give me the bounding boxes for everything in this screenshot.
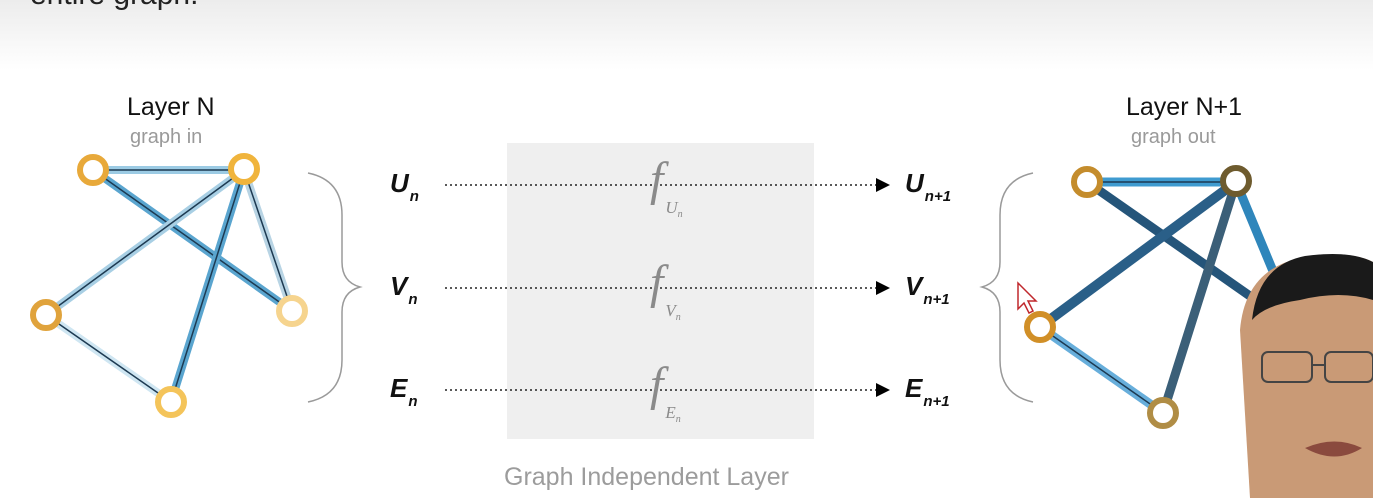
- left-edge-core: [243, 169, 293, 312]
- right-node: [1147, 397, 1179, 429]
- right-edge: [1158, 177, 1241, 418]
- left-edge-core: [92, 169, 293, 312]
- arrow-u-head: [876, 178, 890, 192]
- left-edge-core: [45, 169, 245, 316]
- arrow-v-head: [876, 281, 890, 295]
- right-edge: [1082, 177, 1275, 315]
- output-v-symbol: V: [905, 271, 923, 301]
- input-e: En: [390, 373, 418, 410]
- left-node: [77, 154, 109, 186]
- right-edge-core: [1039, 326, 1164, 414]
- left-node: [276, 295, 308, 327]
- function-v: fVn: [650, 255, 681, 323]
- arrow-e-head: [876, 383, 890, 397]
- layer-n-subtitle: graph in: [130, 126, 203, 148]
- presenter-webcam: [1240, 254, 1373, 498]
- arrows: [445, 178, 890, 397]
- graph-independent-layer-caption: Graph Independent Layer: [504, 463, 789, 491]
- output-e-sub: n+1: [923, 393, 950, 410]
- function-u-subsub: n: [677, 209, 683, 220]
- input-v: Vn: [390, 271, 418, 308]
- left-edge-core: [170, 169, 245, 403]
- layer-n1-title: Layer N+1: [1126, 93, 1243, 121]
- output-u-symbol: U: [905, 168, 924, 198]
- input-u-symbol: U: [390, 168, 409, 198]
- left-brace: [307, 172, 363, 403]
- output-u: Un+1: [905, 168, 951, 205]
- left-graph: [30, 153, 308, 418]
- left-node: [228, 153, 260, 185]
- layer-n1-subtitle: graph out: [1131, 126, 1216, 148]
- input-v-sub: n: [408, 291, 418, 308]
- input-e-symbol: E: [390, 373, 408, 403]
- function-v-sub: V: [665, 301, 676, 320]
- right-node: [1071, 166, 1103, 198]
- function-e: fEn: [650, 357, 681, 425]
- function-u-sub: U: [665, 198, 678, 217]
- right-node: [1220, 165, 1252, 197]
- right-brace: [979, 172, 1034, 403]
- function-e-subsub: n: [675, 414, 681, 425]
- input-u: Un: [390, 168, 419, 205]
- function-e-symbol: f: [650, 358, 664, 411]
- right-node: [1024, 311, 1056, 343]
- output-e: En+1: [905, 373, 950, 410]
- function-v-symbol: f: [650, 256, 664, 309]
- left-node: [30, 299, 62, 331]
- function-v-subsub: n: [675, 312, 681, 323]
- function-u-symbol: f: [650, 153, 664, 206]
- layer-n-title: Layer N: [127, 93, 215, 121]
- output-v: Vn+1: [905, 271, 950, 308]
- left-node: [155, 386, 187, 418]
- output-v-sub: n+1: [923, 291, 950, 308]
- left-edge-core: [45, 314, 172, 403]
- input-u-sub: n: [409, 188, 419, 205]
- function-u: fUn: [650, 152, 683, 220]
- output-u-sub: n+1: [924, 188, 952, 205]
- right-edge: [1035, 177, 1241, 332]
- cursor-icon: [1017, 281, 1038, 315]
- input-v-symbol: V: [390, 271, 408, 301]
- output-e-symbol: E: [905, 373, 923, 403]
- clipped-header-text: entire graph.: [30, 0, 198, 12]
- input-e-sub: n: [408, 393, 418, 410]
- function-e-sub: E: [665, 403, 676, 422]
- right-graph: [1024, 165, 1290, 429]
